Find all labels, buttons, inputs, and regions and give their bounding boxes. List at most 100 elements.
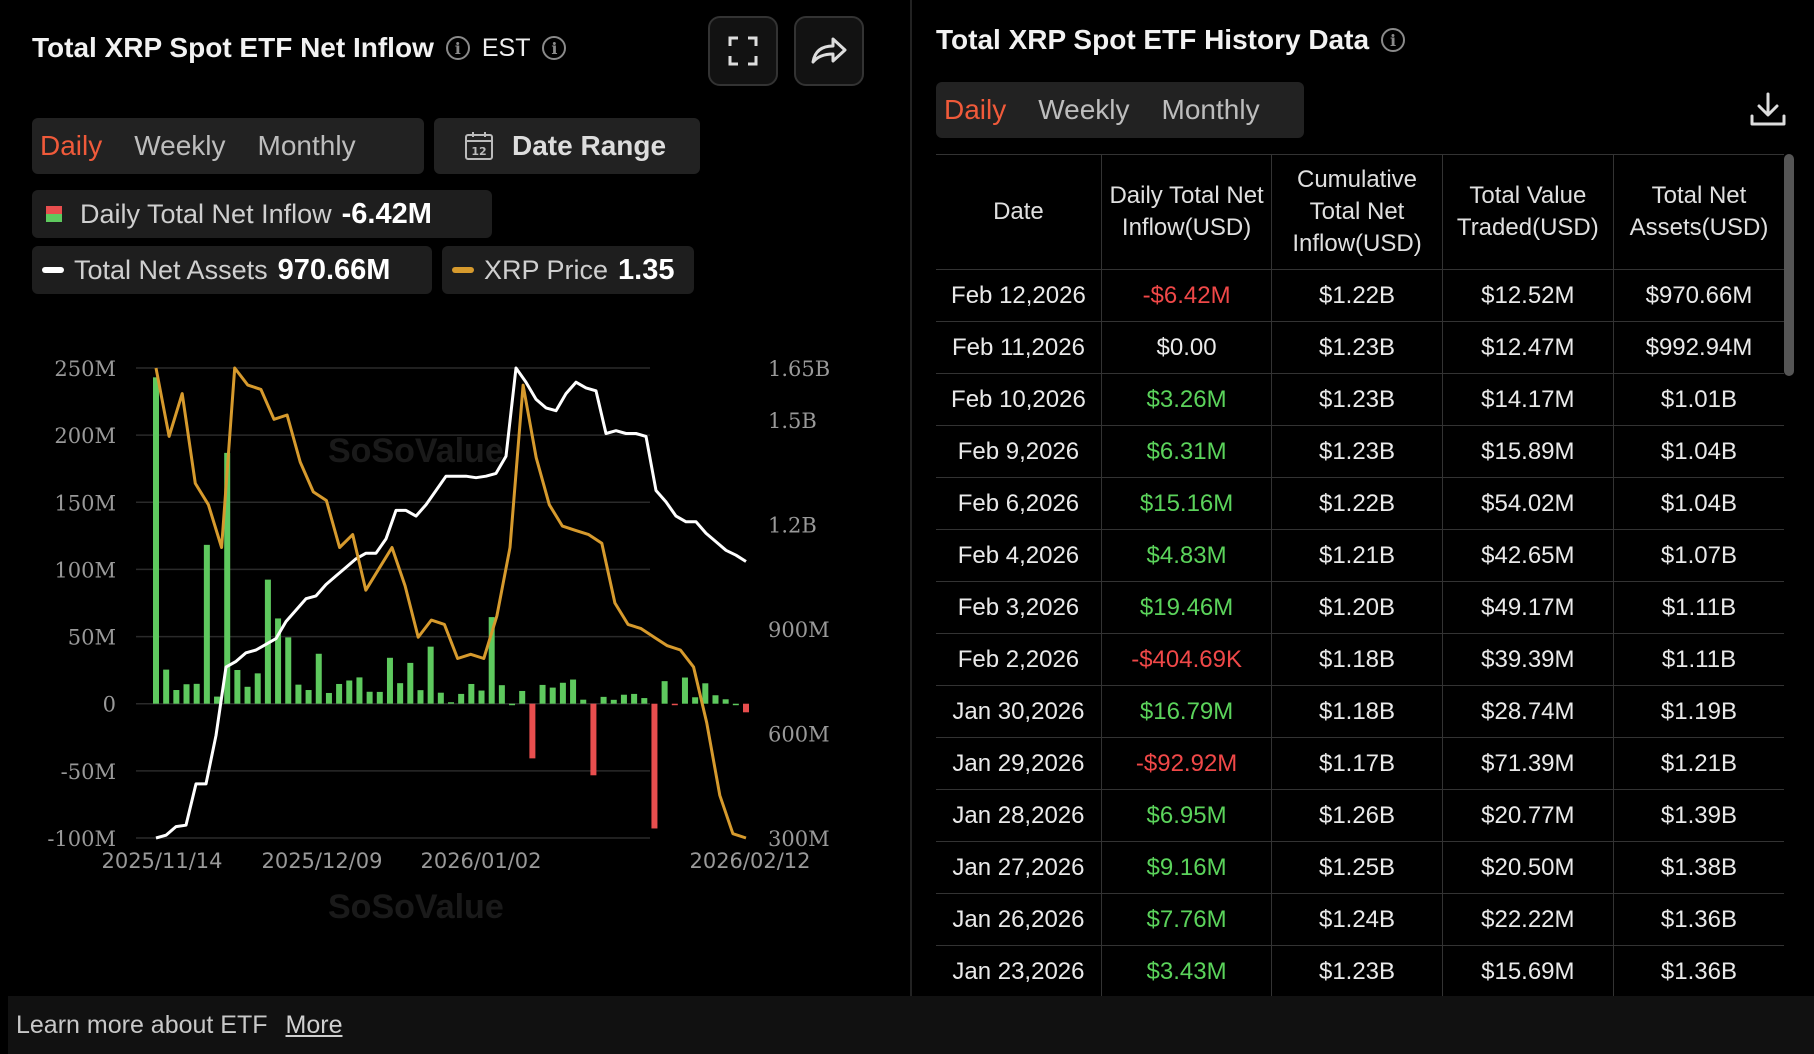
cell-value-traded: $49.17M bbox=[1442, 581, 1614, 634]
history-info-icon[interactable]: i bbox=[1381, 28, 1406, 52]
download-icon[interactable] bbox=[1748, 90, 1788, 130]
fullscreen-button[interactable] bbox=[708, 16, 778, 86]
cell-net-assets: $1.11B bbox=[1613, 633, 1784, 686]
history-title-row: Total XRP Spot ETF History Data i bbox=[936, 24, 1406, 56]
inflow-bar bbox=[549, 687, 556, 704]
right-tab-daily[interactable]: Daily bbox=[944, 94, 1007, 125]
cell-daily-inflow: $15.16M bbox=[1101, 477, 1273, 530]
inflow-bar bbox=[539, 684, 546, 704]
table-row: Feb 3,2026 $19.46M $1.20B $49.17M $1.11B bbox=[936, 581, 1784, 634]
inflow-bar bbox=[397, 683, 404, 704]
cell-daily-inflow: $3.43M bbox=[1101, 945, 1273, 996]
y-left-tick-label: -100M bbox=[47, 827, 116, 851]
cell-value-traded: $22.22M bbox=[1442, 893, 1614, 946]
legend-price[interactable]: XRP Price 1.35 bbox=[442, 246, 694, 294]
calendar-icon: 12 bbox=[465, 132, 493, 160]
cell-net-assets: $1.07B bbox=[1613, 529, 1784, 582]
inflow-bar bbox=[234, 670, 241, 704]
y-left-tick-label: 100M bbox=[54, 558, 116, 582]
legend-assets[interactable]: Total Net Assets 970.66M bbox=[32, 246, 432, 294]
cell-net-assets: $1.19B bbox=[1613, 685, 1784, 738]
cell-value-traded: $15.69M bbox=[1442, 945, 1614, 996]
watermark-bottom: SoSoValue bbox=[328, 888, 504, 926]
cell-daily-inflow: $7.76M bbox=[1101, 893, 1273, 946]
left-tab-monthly[interactable]: Monthly bbox=[257, 130, 356, 161]
watermark-top: SoSoValue bbox=[328, 432, 504, 470]
table-row: Jan 27,2026 $9.16M $1.25B $20.50M $1.38B bbox=[936, 841, 1784, 894]
cell-cumulative: $1.23B bbox=[1271, 425, 1443, 478]
share-icon bbox=[811, 37, 847, 64]
y-right-tick-label: 1.65B bbox=[768, 357, 830, 381]
inflow-label: Daily Total Net Inflow bbox=[80, 198, 332, 229]
table-row: Feb 2,2026 -$404.69K $1.18B $39.39M $1.11B bbox=[936, 633, 1784, 686]
inflow-bar bbox=[193, 683, 200, 704]
y-left-tick-label: 200M bbox=[54, 424, 116, 448]
share-button[interactable] bbox=[794, 16, 864, 86]
header-net-assets: Total Net Assets(USD) bbox=[1612, 154, 1784, 270]
cell-cumulative: $1.22B bbox=[1271, 477, 1443, 530]
left-tab-weekly[interactable]: Weekly bbox=[134, 130, 226, 161]
inflow-bar bbox=[305, 690, 312, 704]
cell-date: Jan 27,2026 bbox=[936, 841, 1102, 894]
inflow-bar bbox=[732, 703, 739, 706]
inflow-bar bbox=[722, 699, 729, 704]
footer-text: Learn more about ETF bbox=[16, 1010, 268, 1039]
table-row: Jan 30,2026 $16.79M $1.18B $28.74M $1.19B bbox=[936, 685, 1784, 738]
cell-value-traded: $54.02M bbox=[1442, 477, 1614, 530]
inflow-bar bbox=[600, 696, 607, 704]
history-table-container[interactable]: Date Daily Total Net Inflow(USD) Cumulat… bbox=[936, 154, 1784, 996]
inflow-bar bbox=[559, 682, 566, 704]
table-scrollbar[interactable] bbox=[1784, 154, 1794, 376]
y-right-tick-label: 1.2B bbox=[768, 514, 817, 538]
cell-value-traded: $71.39M bbox=[1442, 737, 1614, 790]
cell-net-assets: $1.11B bbox=[1613, 581, 1784, 634]
info-icon[interactable]: i bbox=[445, 36, 470, 60]
inflow-chart[interactable]: 250M 200M 150M 100M 50M 0 -50M -100M 1.65B 1.5B 1.… bbox=[8, 340, 908, 990]
y-left-tick-label: 150M bbox=[54, 491, 116, 515]
inflow-bar bbox=[275, 618, 282, 704]
right-tab-weekly[interactable]: Weekly bbox=[1038, 94, 1130, 125]
cell-cumulative: $1.18B bbox=[1271, 633, 1443, 686]
cell-value-traded: $39.39M bbox=[1442, 633, 1614, 686]
inflow-bar bbox=[671, 703, 678, 706]
y-right-tick-label: 600M bbox=[768, 723, 830, 747]
cell-date: Feb 10,2026 bbox=[936, 373, 1102, 426]
cell-value-traded: $42.65M bbox=[1442, 529, 1614, 582]
left-period-tabs: Daily Weekly Monthly bbox=[32, 118, 424, 174]
cell-cumulative: $1.20B bbox=[1271, 581, 1443, 634]
table-row: Jan 23,2026 $3.43M $1.23B $15.69M $1.36B bbox=[936, 945, 1784, 996]
calendar-day-number: 12 bbox=[471, 145, 486, 158]
cell-net-assets: $1.38B bbox=[1613, 841, 1784, 894]
inflow-value: -6.42M bbox=[341, 197, 432, 230]
cell-value-traded: $28.74M bbox=[1442, 685, 1614, 738]
timezone-info-icon[interactable]: i bbox=[542, 36, 567, 60]
inflow-bar bbox=[468, 683, 475, 704]
legend-inflow[interactable]: Daily Total Net Inflow -6.42M bbox=[32, 190, 492, 238]
inflow-bar bbox=[519, 690, 526, 704]
assets-value: 970.66M bbox=[277, 253, 391, 286]
footer-more-link[interactable]: More bbox=[285, 1010, 343, 1039]
inflow-bar bbox=[427, 646, 434, 704]
table-row: Feb 10,2026 $3.26M $1.23B $14.17M $1.01B bbox=[936, 373, 1784, 426]
cell-net-assets: $1.04B bbox=[1613, 477, 1784, 530]
cell-daily-inflow: -$404.69K bbox=[1101, 633, 1273, 686]
cell-net-assets: $1.01B bbox=[1613, 373, 1784, 426]
cell-daily-inflow: $6.31M bbox=[1101, 425, 1273, 478]
cell-date: Jan 23,2026 bbox=[936, 945, 1102, 996]
cell-date: Feb 9,2026 bbox=[936, 425, 1102, 478]
price-swatch bbox=[452, 267, 474, 273]
timezone-label: EST bbox=[481, 33, 531, 62]
cell-cumulative: $1.23B bbox=[1271, 321, 1443, 374]
y-right-tick-label: 300M bbox=[768, 827, 830, 851]
history-title: Total XRP Spot ETF History Data bbox=[936, 24, 1370, 55]
right-tab-monthly[interactable]: Monthly bbox=[1161, 94, 1260, 125]
cell-cumulative: $1.23B bbox=[1271, 373, 1443, 426]
left-tab-daily[interactable]: Daily bbox=[40, 130, 103, 161]
cell-net-assets: $1.04B bbox=[1613, 425, 1784, 478]
cell-net-assets: $992.94M bbox=[1613, 321, 1784, 374]
inflow-bar bbox=[702, 683, 709, 704]
inflow-bar bbox=[651, 703, 658, 829]
inflow-bar bbox=[570, 679, 577, 704]
date-range-button[interactable]: 12 Date Range bbox=[434, 118, 700, 174]
header-date: Date bbox=[936, 154, 1102, 270]
